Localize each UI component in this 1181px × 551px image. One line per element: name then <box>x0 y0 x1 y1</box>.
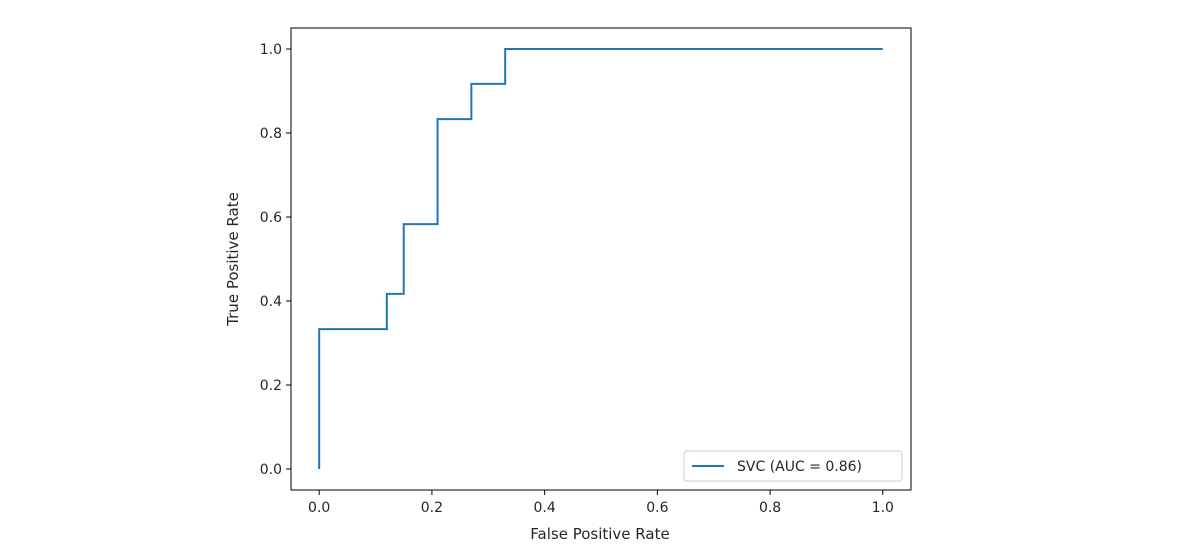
y-axis-ticks: 0.0 0.2 0.4 0.6 0.8 1.0 <box>260 42 291 478</box>
y-tick-label: 1.0 <box>260 42 282 58</box>
y-tick-label: 0.2 <box>260 378 282 394</box>
x-axis-ticks: 0.0 0.2 0.4 0.6 0.8 1.0 <box>308 490 894 516</box>
y-tick-label: 0.8 <box>260 126 282 142</box>
y-tick-label: 0.0 <box>260 462 282 478</box>
x-tick-label: 0.8 <box>759 500 781 516</box>
x-tick-label: 0.0 <box>308 500 330 516</box>
roc-curve-line <box>318 48 883 469</box>
legend-box <box>683 450 903 482</box>
y-tick-label: 0.6 <box>260 210 282 226</box>
legend: SVC (AUC = 0.86) <box>683 450 903 482</box>
y-tick-label: 0.4 <box>260 294 282 310</box>
y-axis-title: True Positive Rate <box>224 192 242 327</box>
x-tick-label: 0.6 <box>646 500 668 516</box>
x-tick-label: 0.2 <box>421 500 443 516</box>
x-tick-label: 0.4 <box>534 500 556 516</box>
x-axis-title: False Positive Rate <box>530 525 669 543</box>
x-tick-label: 1.0 <box>872 500 894 516</box>
plot-area <box>290 27 912 491</box>
legend-label: SVC (AUC = 0.86) <box>737 459 862 475</box>
